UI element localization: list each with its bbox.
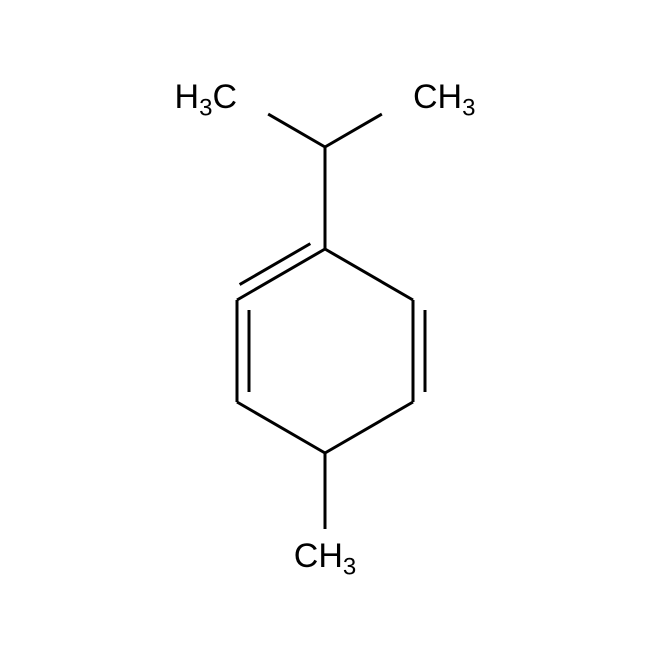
bond xyxy=(237,402,325,453)
atom-label-ch3_l: H3C xyxy=(175,78,237,121)
chemical-structure-diagram: H3C CH3 CH3 xyxy=(0,0,650,650)
bond xyxy=(325,114,382,147)
atom-label-ch3_r: CH3 xyxy=(413,78,475,121)
bonds-layer xyxy=(237,114,425,529)
bond xyxy=(325,249,413,300)
atom-label-ch3_b: CH3 xyxy=(294,537,356,580)
bond xyxy=(237,249,325,300)
bond xyxy=(268,114,325,147)
bond xyxy=(325,402,413,453)
